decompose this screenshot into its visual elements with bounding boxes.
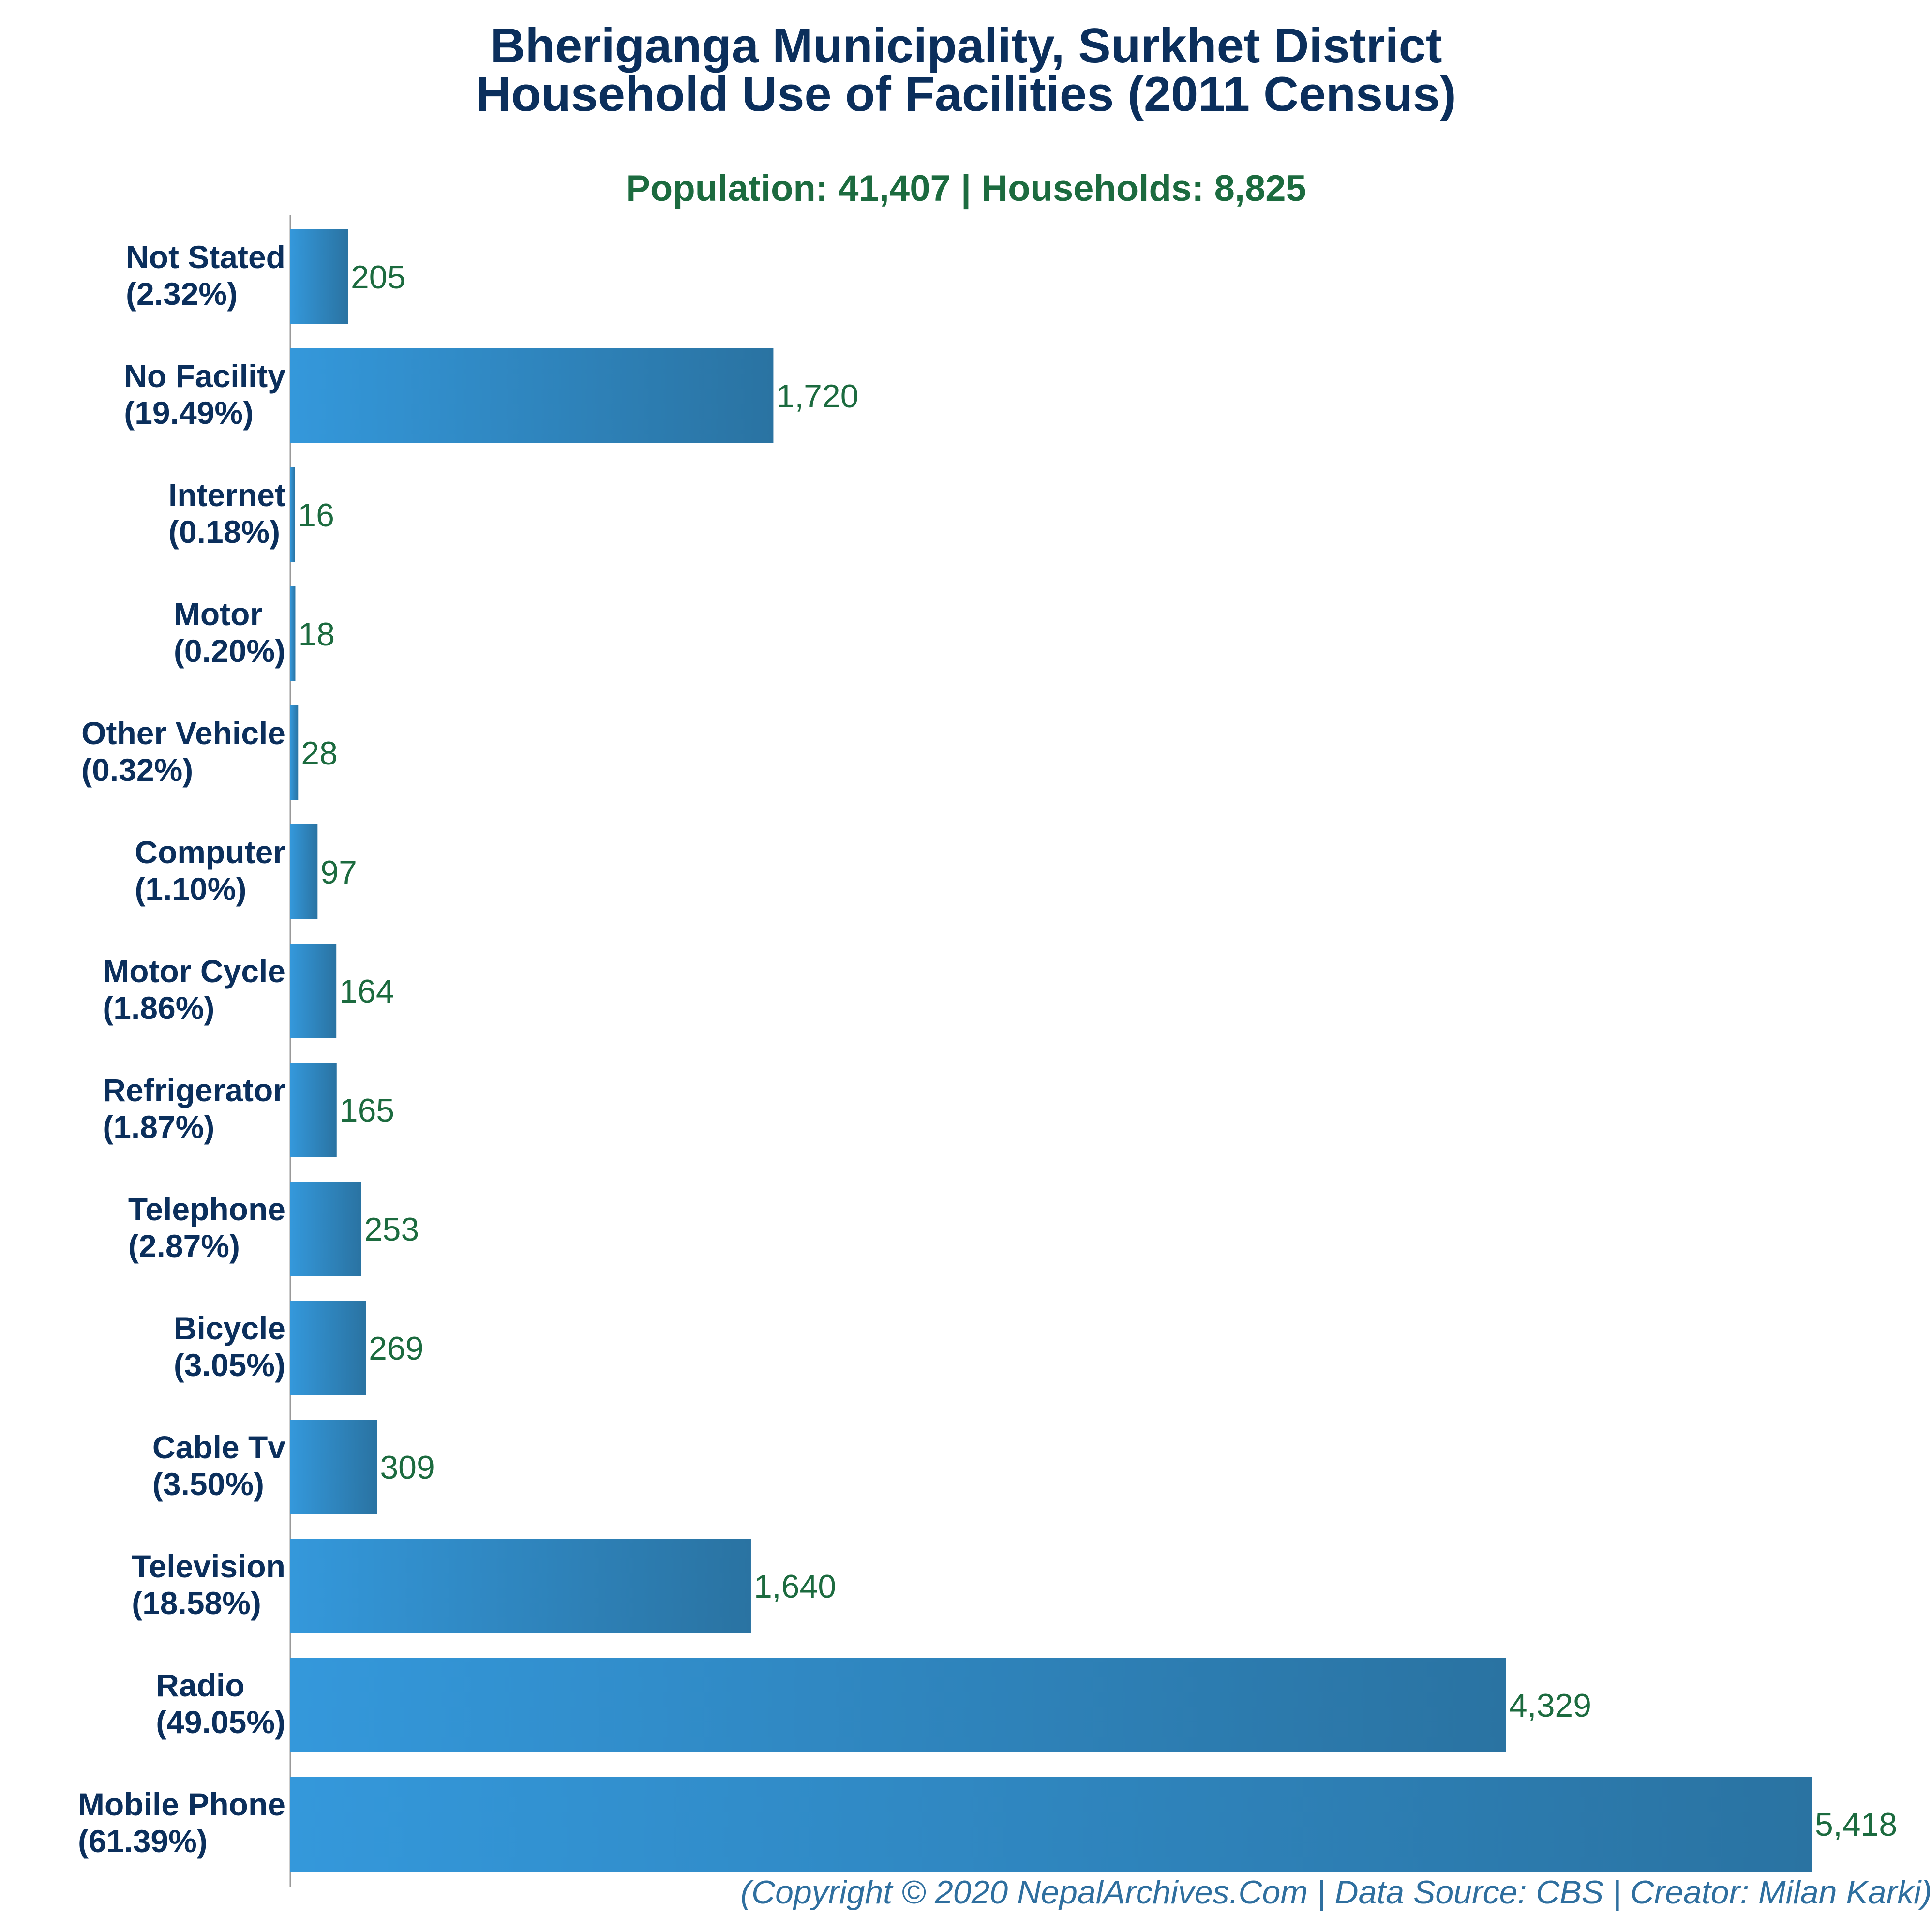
bar-internet bbox=[290, 467, 295, 562]
percent-label-refrigerator: (1.87%) bbox=[103, 1109, 214, 1145]
bar-motor-cycle bbox=[290, 944, 337, 1038]
chart-subtitle: Population: 41,407 | Households: 8,825 bbox=[626, 168, 1306, 209]
category-label-no-facility: No Facility bbox=[124, 358, 285, 394]
bar-no-facility bbox=[290, 348, 774, 443]
bar-not-stated bbox=[290, 229, 348, 324]
value-label-computer: 97 bbox=[320, 854, 357, 891]
chart-title-line-2: Household Use of Facilities (2011 Census… bbox=[476, 67, 1456, 121]
percent-label-radio: (49.05%) bbox=[156, 1704, 285, 1740]
value-label-bicycle: 269 bbox=[369, 1330, 423, 1367]
value-label-internet: 16 bbox=[298, 497, 334, 534]
bar-refrigerator bbox=[290, 1063, 337, 1157]
bar-mobile-phone bbox=[290, 1777, 1812, 1872]
value-label-not-stated: 205 bbox=[351, 259, 405, 296]
bar-row-motor: 18 Motor(0.20%) bbox=[174, 586, 335, 681]
category-label-telephone: Telephone bbox=[128, 1191, 285, 1227]
bar-row-radio: 4,329 Radio(49.05%) bbox=[156, 1658, 1591, 1752]
category-label-television: Television bbox=[132, 1548, 285, 1584]
bar-row-motor-cycle: 164 Motor Cycle(1.86%) bbox=[103, 944, 394, 1038]
bar-row-internet: 16 Internet(0.18%) bbox=[168, 467, 334, 562]
value-label-refrigerator: 165 bbox=[340, 1092, 394, 1129]
bar-telephone bbox=[290, 1182, 361, 1276]
bar-cable-tv bbox=[290, 1420, 377, 1514]
bar-row-telephone: 253 Telephone(2.87%) bbox=[128, 1182, 419, 1276]
value-label-radio: 4,329 bbox=[1509, 1687, 1591, 1724]
percent-label-motor: (0.20%) bbox=[174, 633, 285, 669]
bar-row-computer: 97 Computer(1.10%) bbox=[135, 824, 357, 919]
bar-row-no-facility: 1,720 No Facility(19.49%) bbox=[124, 348, 859, 443]
percent-label-no-facility: (19.49%) bbox=[124, 395, 254, 431]
bar-computer bbox=[290, 824, 318, 919]
percent-label-television: (18.58%) bbox=[132, 1585, 261, 1621]
bar-row-cable-tv: 309 Cable Tv(3.50%) bbox=[152, 1420, 435, 1514]
category-label-other-vehicle: Other Vehicle bbox=[81, 715, 285, 751]
chart-title-line-1: Bheriganga Municipality, Surkhet Distric… bbox=[490, 19, 1442, 73]
bar-row-bicycle: 269 Bicycle(3.05%) bbox=[174, 1301, 424, 1395]
value-label-mobile-phone: 5,418 bbox=[1815, 1806, 1897, 1843]
bar-radio bbox=[290, 1658, 1506, 1752]
bar-television bbox=[290, 1539, 751, 1633]
percent-label-motor-cycle: (1.86%) bbox=[103, 990, 214, 1026]
value-label-motor-cycle: 164 bbox=[339, 973, 394, 1010]
category-label-motor: Motor bbox=[174, 596, 262, 632]
category-label-mobile-phone: Mobile Phone bbox=[78, 1786, 285, 1822]
bar-row-not-stated: 205 Not Stated(2.32%) bbox=[126, 229, 405, 324]
category-label-computer: Computer bbox=[135, 834, 285, 870]
bar-row-refrigerator: 165 Refrigerator(1.87%) bbox=[103, 1063, 394, 1157]
bar-motor bbox=[290, 586, 296, 681]
category-label-cable-tv: Cable Tv bbox=[152, 1429, 285, 1465]
category-label-not-stated: Not Stated bbox=[126, 239, 285, 275]
category-label-radio: Radio bbox=[156, 1667, 244, 1703]
category-label-refrigerator: Refrigerator bbox=[103, 1072, 285, 1108]
value-label-no-facility: 1,720 bbox=[776, 378, 858, 415]
percent-label-not-stated: (2.32%) bbox=[126, 276, 238, 312]
value-label-other-vehicle: 28 bbox=[301, 735, 338, 772]
bars-layer: 205 Not Stated(2.32%) 1,720 No Facility(19.… bbox=[78, 229, 1897, 1872]
percent-label-computer: (1.10%) bbox=[135, 871, 246, 907]
category-label-motor-cycle: Motor Cycle bbox=[103, 953, 285, 989]
percent-label-other-vehicle: (0.32%) bbox=[81, 752, 193, 788]
category-label-bicycle: Bicycle bbox=[174, 1310, 285, 1346]
bar-row-television: 1,640 Television(18.58%) bbox=[132, 1539, 836, 1633]
percent-label-internet: (0.18%) bbox=[168, 514, 280, 550]
percent-label-mobile-phone: (61.39%) bbox=[78, 1823, 208, 1859]
value-label-motor: 18 bbox=[298, 616, 335, 653]
chart-footer-credit: (Copyright © 2020 NepalArchives.Com | Da… bbox=[740, 1874, 1932, 1911]
percent-label-bicycle: (3.05%) bbox=[174, 1347, 285, 1383]
value-label-cable-tv: 309 bbox=[380, 1449, 434, 1486]
value-label-television: 1,640 bbox=[754, 1568, 836, 1605]
bar-other-vehicle bbox=[290, 705, 299, 800]
bar-row-other-vehicle: 28 Other Vehicle(0.32%) bbox=[81, 705, 338, 800]
percent-label-telephone: (2.87%) bbox=[128, 1228, 240, 1264]
value-label-telephone: 253 bbox=[364, 1211, 419, 1248]
percent-label-cable-tv: (3.50%) bbox=[152, 1466, 264, 1502]
category-label-internet: Internet bbox=[168, 477, 285, 513]
bar-row-mobile-phone: 5,418 Mobile Phone(61.39%) bbox=[78, 1777, 1897, 1872]
bar-bicycle bbox=[290, 1301, 366, 1395]
